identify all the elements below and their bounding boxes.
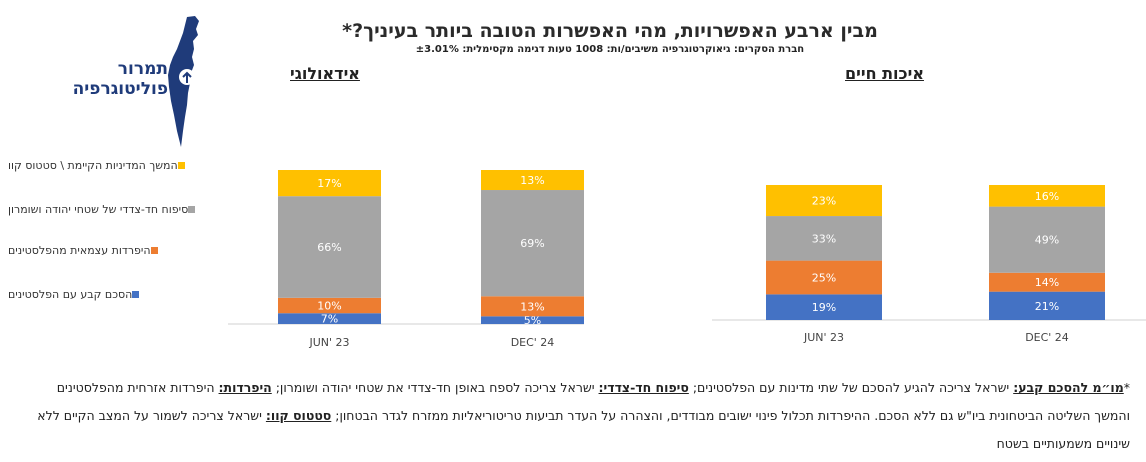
chart-subtitle: חברת הסקרים: גיאוקרטוגרפיה משיבים/ות: 10… bbox=[415, 44, 805, 55]
data-label: 21% bbox=[1035, 300, 1059, 313]
legend-label: הסכם קבע עם הפלסטינים bbox=[8, 288, 133, 301]
legend-swatch-annexation bbox=[188, 206, 196, 213]
legend-swatch-status-quo bbox=[177, 162, 185, 169]
category-label: JUN' 23 bbox=[803, 331, 844, 344]
bar-segment-separation bbox=[278, 297, 381, 314]
footnote-def-separation: היפרדות אזרחית מהפלסטינים והמשך השליטה ה… bbox=[56, 380, 1130, 423]
category-label: JUN' 23 bbox=[308, 336, 349, 349]
logo-line-2: פוליטוגרפיה bbox=[72, 79, 168, 99]
data-label: 10% bbox=[317, 300, 341, 313]
data-label: 19% bbox=[812, 301, 836, 314]
footnote: *מו״מ להסכם קבע: ישראל צריכה להגיע להסכם… bbox=[20, 374, 1130, 458]
category-label: DEC' 24 bbox=[511, 336, 555, 349]
data-label: 13% bbox=[520, 300, 544, 313]
bar-segment-status_quo bbox=[481, 170, 584, 191]
legend-label: סיפוח חד-צדדי של שטחי יהודה ושומרון bbox=[8, 203, 189, 216]
data-label: 14% bbox=[1035, 276, 1059, 289]
bar-segment-annexation bbox=[278, 196, 381, 298]
bar-segment-separation bbox=[481, 296, 584, 317]
data-label: 13% bbox=[520, 174, 544, 187]
footnote-term-separation: היפרדות: bbox=[218, 380, 272, 395]
data-label: 69% bbox=[520, 237, 544, 250]
footnote-term-settlement: מו״מ להסכם קבע: bbox=[1013, 380, 1124, 395]
legend-item-separation: היפרדות עצמאית מהפלסטינים bbox=[8, 240, 248, 257]
data-label: 49% bbox=[1035, 234, 1059, 247]
bar-segment-status_quo bbox=[278, 170, 381, 197]
data-label: 23% bbox=[812, 195, 836, 208]
legend-item-annexation: סיפוח חד-צדדי של שטחי יהודה ושומרון bbox=[8, 199, 248, 216]
chart-2-title: איכות חיים bbox=[845, 64, 924, 83]
legend-label: המשך המדיניות הקיימת \ סטטוס קוו bbox=[8, 159, 178, 172]
footnote-term-status-quo: סטטוס קוו: bbox=[265, 408, 332, 423]
chart-1-title: אידאולוגי bbox=[290, 64, 360, 83]
bar-segment-annexation bbox=[989, 206, 1105, 273]
chart-title: מבין ארבע האפשרויות, מהי האפשרות הטובה ב… bbox=[342, 20, 878, 42]
stacked-bar-charts: 7%10%66%17%JUN' 235%13%69%13%DEC' 2419%2… bbox=[228, 170, 1146, 349]
legend-item-settlement: הסכם קבע עם הפלסטינים bbox=[8, 284, 248, 301]
footnote-term-annexation: סיפוח חד-צדדי: bbox=[598, 380, 689, 395]
bar-segment-settlement bbox=[481, 316, 584, 324]
bar-segment-annexation bbox=[481, 190, 584, 297]
data-label: 5% bbox=[524, 314, 541, 327]
bar-segment-status_quo bbox=[766, 185, 882, 217]
bar-segment-separation bbox=[989, 272, 1105, 292]
legend-swatch-separation bbox=[150, 247, 158, 254]
data-label: 66% bbox=[317, 241, 341, 254]
legend-swatch-settlement bbox=[132, 291, 140, 298]
bar-segment-separation bbox=[766, 260, 882, 295]
bar-segment-settlement bbox=[989, 291, 1105, 320]
data-label: 17% bbox=[317, 177, 341, 190]
data-label: 16% bbox=[1035, 190, 1059, 203]
logo-line-1: תמרור bbox=[117, 59, 168, 79]
israel-map-icon bbox=[168, 16, 199, 147]
bar-segment-settlement bbox=[278, 313, 381, 324]
footnote-star: * bbox=[1123, 380, 1130, 395]
bar-segment-status_quo bbox=[989, 185, 1105, 207]
data-label: 25% bbox=[812, 271, 836, 284]
bar-segment-annexation bbox=[766, 216, 882, 261]
bar-segment-settlement bbox=[766, 294, 882, 320]
data-label: 7% bbox=[321, 313, 338, 326]
footnote-def-status-quo: ישראל צריכה לשמור על המצב הקיים ללא שינו… bbox=[37, 408, 1130, 451]
logo: תמרור פוליטוגרפיה bbox=[40, 15, 210, 147]
footnote-def-annexation: ישראל צריכה לספח באופן חד-צדדי את שטחי י… bbox=[271, 380, 599, 395]
category-label: DEC' 24 bbox=[1025, 331, 1069, 344]
legend-label: היפרדות עצמאית מהפלסטינים bbox=[8, 244, 151, 257]
legend-item-status-quo: המשך המדיניות הקיימת \ סטטוס קוו bbox=[8, 155, 248, 172]
footnote-def-settlement: ישראל צריכה להגיע להסכם של שתי מדינות עם… bbox=[688, 380, 1014, 395]
data-label: 33% bbox=[812, 232, 836, 245]
